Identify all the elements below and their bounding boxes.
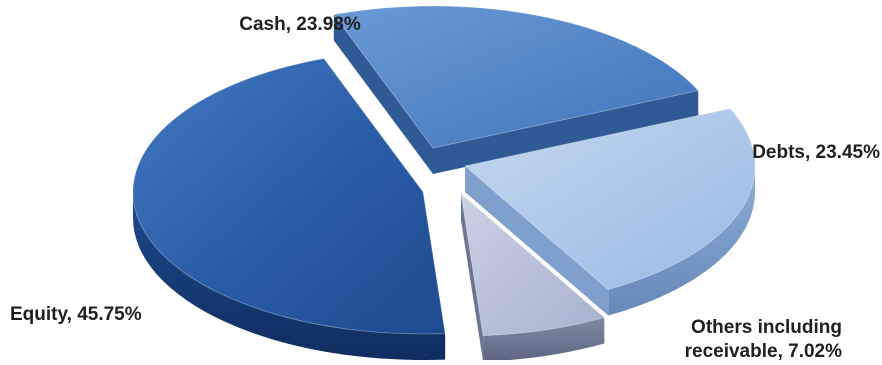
- slice-cash-top: [332, 5, 700, 149]
- label-cash: Cash, 23.98%: [239, 14, 361, 35]
- slices-layer: [132, 5, 756, 362]
- label-others-including-receivable-line-1: receivable, 7.02%: [685, 341, 842, 360]
- labels-layer: Cash, 23.98% Debts, 23.45% Others includin…: [10, 14, 880, 362]
- slice-debts-wall-end: [465, 166, 609, 316]
- slice-debts-top: [463, 108, 756, 291]
- slice-others-including-receivable-top: [460, 192, 606, 337]
- label-others-including-receivable: Others including receivable, 7.02%: [685, 317, 842, 360]
- slice-others-including-receivable-side: [483, 317, 605, 362]
- slice-cash-wall-end: [433, 90, 699, 174]
- slice-others-including-receivable-wall-end: [461, 194, 484, 362]
- slice-equity: [132, 58, 446, 361]
- slice-debts-side: [608, 166, 755, 316]
- slice-equity-side: [133, 192, 446, 361]
- slice-debts: [463, 108, 756, 316]
- slice-cash: [332, 5, 700, 175]
- slice-equity-top: [132, 58, 446, 335]
- slice-cash-wall-start: [333, 14, 433, 175]
- slice-others-including-receivable: [460, 192, 606, 362]
- label-equity: Equity, 45.75%: [10, 304, 142, 325]
- label-others-including-receivable-line-0: Others including: [691, 317, 842, 338]
- label-debts: Debts, 23.45%: [752, 142, 880, 163]
